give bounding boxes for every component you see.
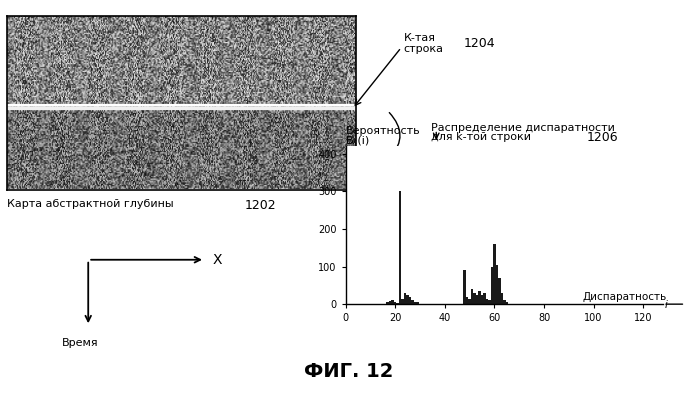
Bar — [399, 191, 401, 304]
Bar — [500, 293, 503, 304]
Bar — [468, 299, 471, 304]
Text: ФИГ. 12: ФИГ. 12 — [304, 362, 394, 381]
Text: 1202: 1202 — [244, 199, 276, 213]
Bar — [486, 299, 488, 304]
Bar — [411, 300, 414, 304]
Bar — [483, 293, 486, 304]
Text: Время: Время — [61, 338, 98, 348]
Text: X: X — [213, 253, 223, 267]
Bar — [481, 295, 483, 304]
Text: К-тая: К-тая — [403, 32, 436, 43]
Bar — [496, 265, 498, 304]
Bar — [416, 302, 419, 304]
Bar — [503, 300, 505, 304]
Bar — [409, 297, 411, 304]
Bar — [394, 302, 396, 304]
Text: Диспаратность: Диспаратность — [582, 292, 667, 303]
Bar — [463, 270, 466, 304]
Text: Карта абстрактной глубины: Карта абстрактной глубины — [7, 199, 174, 209]
Bar — [478, 291, 481, 304]
Bar — [401, 299, 404, 304]
Bar — [505, 302, 508, 304]
Text: Распределение диспаратности: Распределение диспаратности — [431, 123, 615, 134]
Bar — [491, 267, 493, 304]
Bar — [473, 293, 476, 304]
Text: 1206: 1206 — [586, 131, 618, 144]
Text: для k-той строки: для k-той строки — [431, 132, 531, 143]
Bar — [389, 301, 392, 304]
Bar — [471, 289, 473, 304]
Bar — [476, 295, 478, 304]
Text: i: i — [665, 300, 668, 310]
Text: 1204: 1204 — [464, 37, 496, 50]
Bar — [414, 302, 416, 304]
Text: строка: строка — [403, 44, 443, 55]
Bar — [387, 302, 389, 304]
Bar — [488, 300, 491, 304]
Bar — [396, 303, 399, 304]
Bar — [406, 295, 409, 304]
Text: Bₖ(i): Bₖ(i) — [346, 135, 370, 145]
Bar — [498, 278, 500, 304]
Bar — [493, 244, 496, 304]
Bar — [404, 293, 406, 304]
Bar — [392, 300, 394, 304]
Text: Вероятность: Вероятность — [346, 126, 420, 136]
Bar — [466, 297, 468, 304]
